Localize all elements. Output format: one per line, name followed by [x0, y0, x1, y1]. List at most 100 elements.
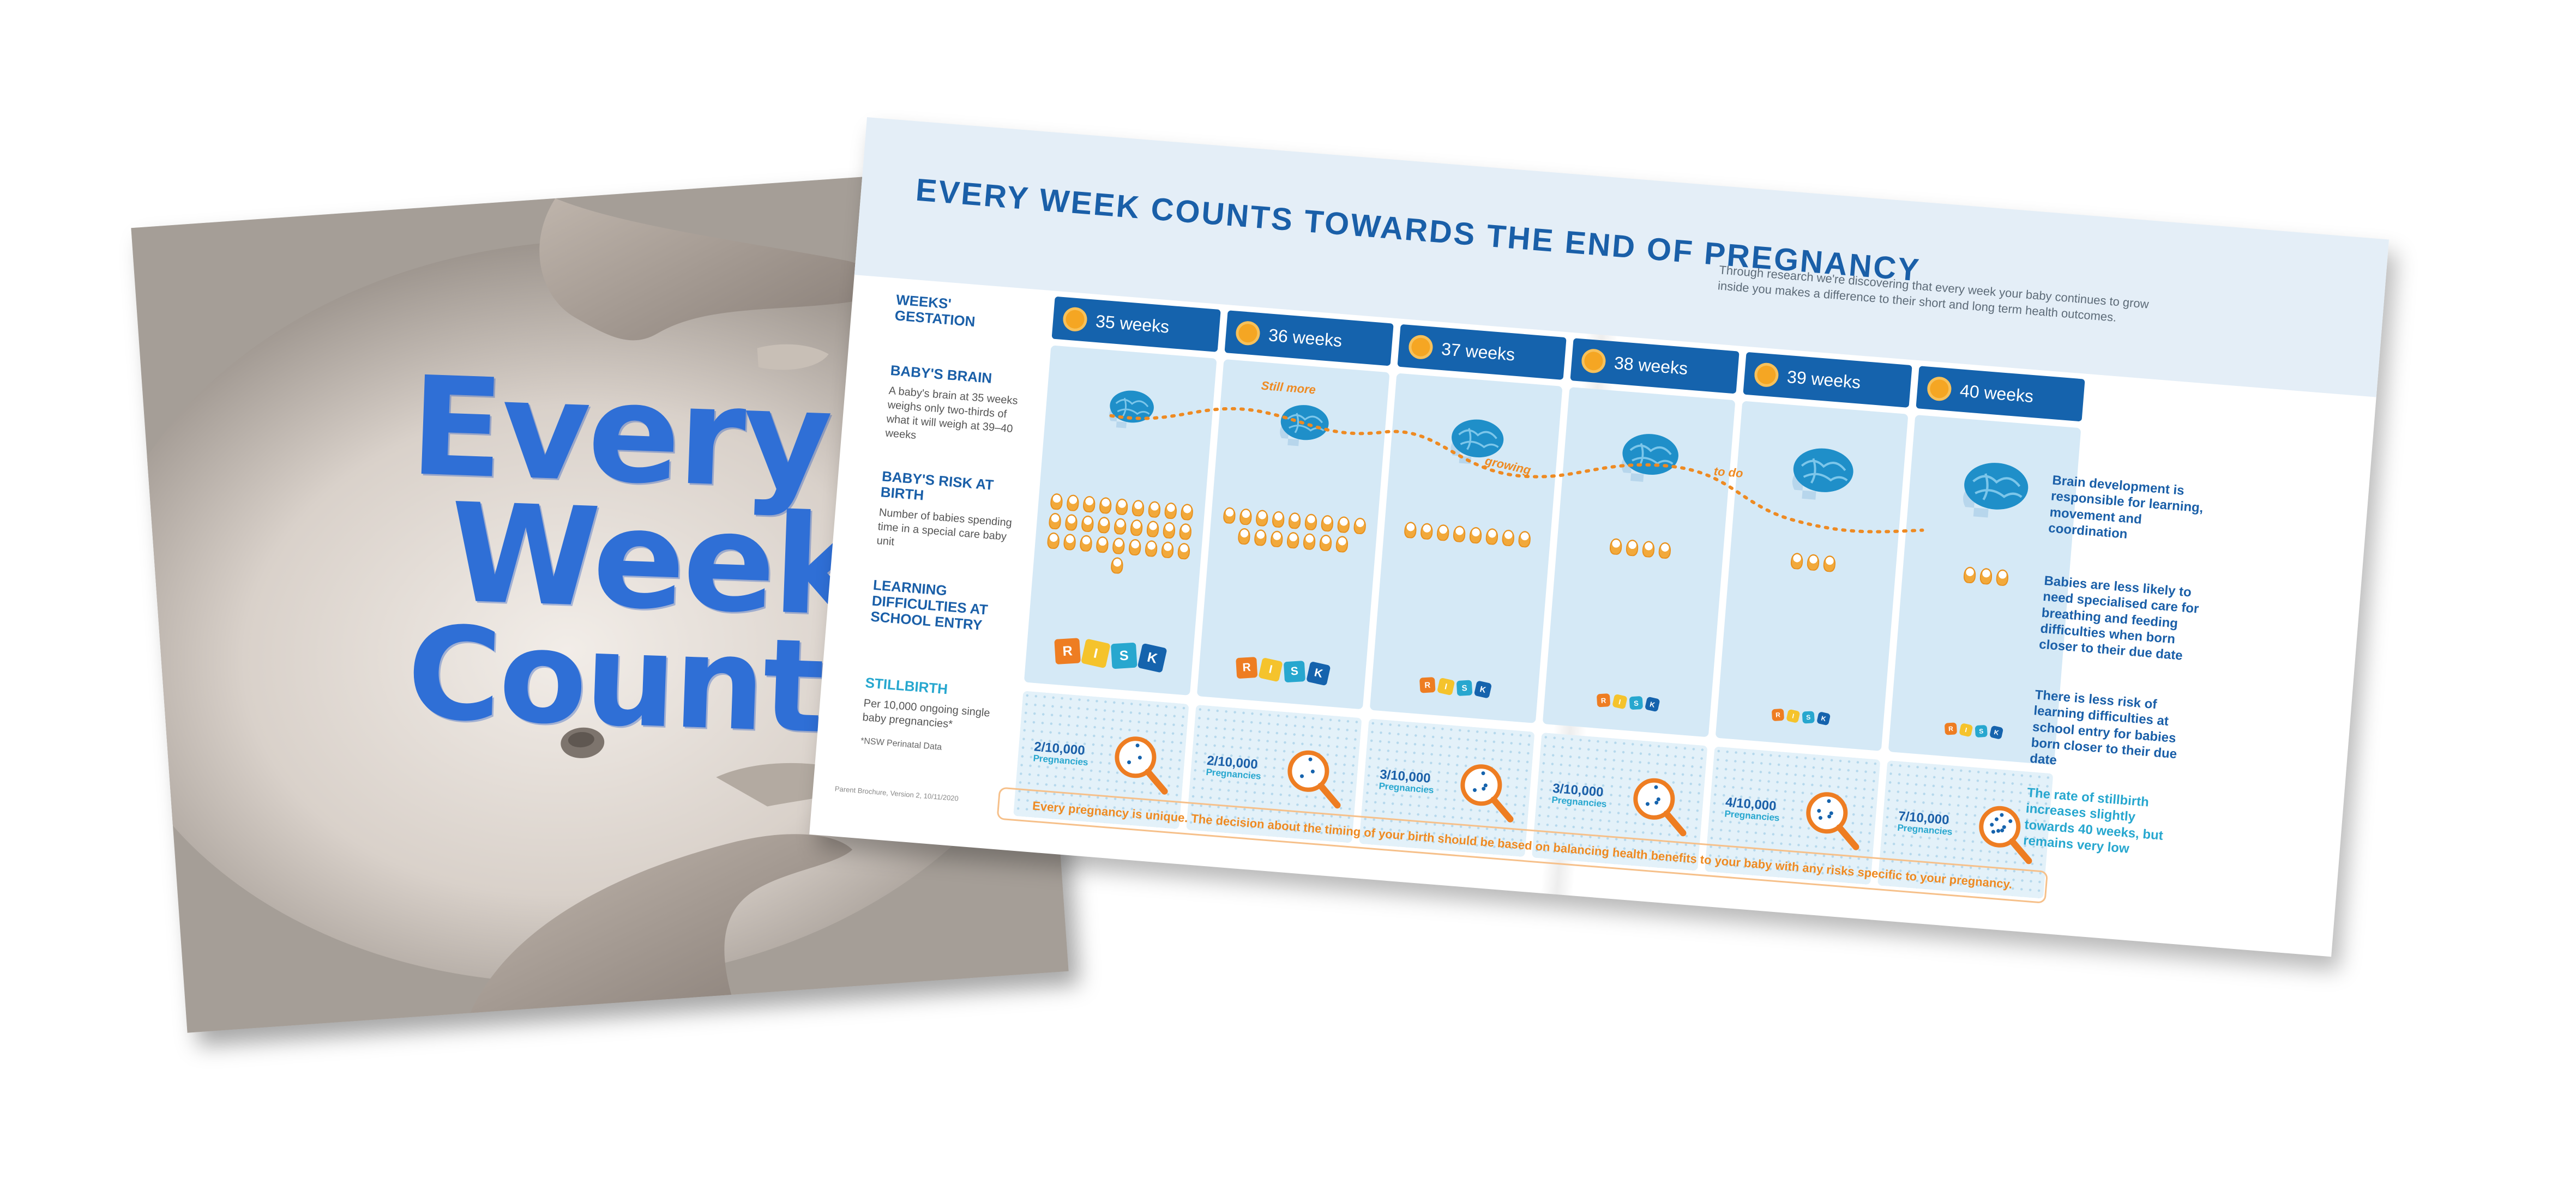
- risk-letter-block: K: [1816, 711, 1831, 726]
- baby-icon: [1178, 523, 1192, 541]
- baby-icon: [1286, 531, 1299, 549]
- label-gestation: WEEKS' GESTATION: [894, 291, 1033, 334]
- baby-icon: [1146, 520, 1159, 538]
- week-column: 36 weeks R I S K 2/10,000 Pregnancies: [1186, 310, 1394, 843]
- week-label: 36 weeks: [1267, 324, 1343, 350]
- stillbirth-panel: 7/10,000 Pregnancies: [1877, 760, 2054, 899]
- baby-icon: [1253, 529, 1267, 547]
- baby-icon: [1095, 536, 1109, 553]
- baby-sun-icon: [1407, 334, 1434, 360]
- risk-letter-block: S: [1456, 680, 1472, 697]
- risk-letter-block: R: [1771, 708, 1784, 722]
- gestation-heading: WEEKS' GESTATION: [894, 291, 976, 330]
- baby-icon: [1335, 535, 1349, 553]
- week-label: 39 weeks: [1786, 366, 1862, 392]
- baby-icon: [1144, 540, 1158, 558]
- brain-growth-curve: [1109, 407, 1924, 534]
- risk-letter-block: I: [1257, 657, 1283, 682]
- stillbirth-value: 7/10,000 Pregnancies: [1897, 809, 1954, 837]
- week-header: 35 weeks: [1051, 296, 1221, 352]
- risk-letter-block: R: [1596, 693, 1610, 708]
- baby-icon: [1177, 542, 1190, 560]
- magnifier-icon: [1115, 736, 1168, 795]
- risk-letter-block: K: [1473, 680, 1492, 699]
- baby-sun-icon: [1062, 306, 1088, 332]
- brain-description: A baby's brain at 35 weeks weighs only t…: [884, 384, 1019, 442]
- brain-icon: [1963, 463, 2028, 518]
- magnifier-icon: [1460, 764, 1514, 823]
- brain-icon: [1109, 390, 1154, 428]
- source-note: *NSW Perinatal Data: [860, 736, 942, 752]
- baby-icon: [1269, 530, 1284, 548]
- week-header: 38 weeks: [1570, 338, 1740, 394]
- week-column: 40 weeks R I S K 7/10,000 Pregnancies: [1877, 366, 2085, 899]
- risk-letter-block: S: [1802, 711, 1815, 724]
- baby-sun-icon: [1235, 320, 1261, 346]
- week-header: 40 weeks: [1916, 366, 2085, 422]
- risk-letter-block: K: [1137, 643, 1167, 673]
- week-label: 40 weeks: [1959, 380, 2035, 406]
- label-stillbirth: STILLBIRTH Per 10,000 ongoing single bab…: [860, 674, 1002, 757]
- risk-letter-block: R: [1054, 638, 1081, 664]
- baby-icon: [1064, 513, 1078, 531]
- baby-icon: [1097, 516, 1111, 534]
- baby-icon: [1111, 537, 1126, 555]
- version-note: Parent Brochure, Version 2, 10/11/2020: [834, 784, 959, 803]
- stillbirth-description: Per 10,000 ongoing single baby pregnanci…: [862, 697, 991, 731]
- note-stillbirth: The rate of stillbirth increases slightl…: [2023, 785, 2164, 856]
- baby-icon: [1128, 539, 1141, 556]
- week-column: 39 weeks R I S K 4/10,000 Pregnancies: [1704, 352, 1912, 885]
- risk-letter-block: I: [1080, 638, 1111, 669]
- baby-icon: [1162, 521, 1176, 539]
- stillbirth-value: 2/10,000 Pregnancies: [1033, 739, 1090, 767]
- label-risk: BABY'S RISK AT BIRTH Number of babies sp…: [876, 468, 1019, 559]
- brain-icon: [1792, 448, 1853, 500]
- magnifier-icon: [1806, 792, 1859, 850]
- risk-letter-block: S: [1110, 642, 1137, 669]
- risk-letter-block: S: [1975, 724, 1988, 738]
- stillbirth-panel: 3/10,000 Pregnancies: [1359, 718, 1535, 857]
- week-column: 35 weeks R I S K 2/10,000 Pregnancies: [1013, 296, 1221, 830]
- note-learning: There is less risk of learning difficult…: [2029, 687, 2178, 768]
- week-label: 37 weeks: [1440, 338, 1516, 365]
- baby-icon: [1110, 557, 1124, 575]
- baby-icon: [1129, 519, 1143, 536]
- risk-description: Number of babies spending time in a spec…: [876, 506, 1013, 548]
- baby-icon: [1080, 515, 1094, 533]
- risk-letter-block: I: [1611, 693, 1628, 710]
- brain-icon: [1450, 419, 1503, 464]
- risk-letter-block: I: [1785, 709, 1800, 723]
- week-label: 35 weeks: [1094, 311, 1170, 337]
- risk-letter-block: K: [1989, 725, 2003, 740]
- stillbirth-panel: 3/10,000 Pregnancies: [1532, 732, 1708, 871]
- label-brain: BABY'S BRAIN A baby's brain at 35 weeks …: [885, 362, 1027, 451]
- magnifier-icon: [1979, 806, 2032, 864]
- baby-icon: [1063, 533, 1076, 551]
- risk-letter-block: K: [1644, 696, 1660, 712]
- baby-icon: [1049, 493, 1063, 510]
- stillbirth-value: 3/10,000 Pregnancies: [1379, 767, 1435, 795]
- baby-icon: [1113, 517, 1127, 535]
- baby-icon: [1048, 512, 1062, 530]
- risk-letter-block: R: [1419, 676, 1436, 693]
- magnifier-icon: [1633, 778, 1687, 837]
- week-header: 39 weeks: [1743, 352, 1912, 408]
- baby-sun-icon: [1580, 348, 1607, 374]
- risk-letter-block: R: [1944, 722, 1957, 735]
- stillbirth-value: 3/10,000 Pregnancies: [1551, 781, 1608, 809]
- note-risk: Babies are less likely to need specialis…: [2038, 573, 2200, 663]
- risk-letter-block: S: [1283, 661, 1305, 683]
- brochure-spread: EVERY WEEK COUNTS TOWARDS THE END OF PRE…: [809, 117, 2389, 957]
- week-column: 37 weeks R I S K 3/10,000 Pregnancies: [1359, 324, 1567, 857]
- note-brain: Brain development is responsible for lea…: [2048, 473, 2204, 542]
- baby-icon: [1079, 534, 1093, 552]
- learning-heading: LEARNING DIFFICULTIES AT SCHOOL ENTRY: [870, 576, 989, 634]
